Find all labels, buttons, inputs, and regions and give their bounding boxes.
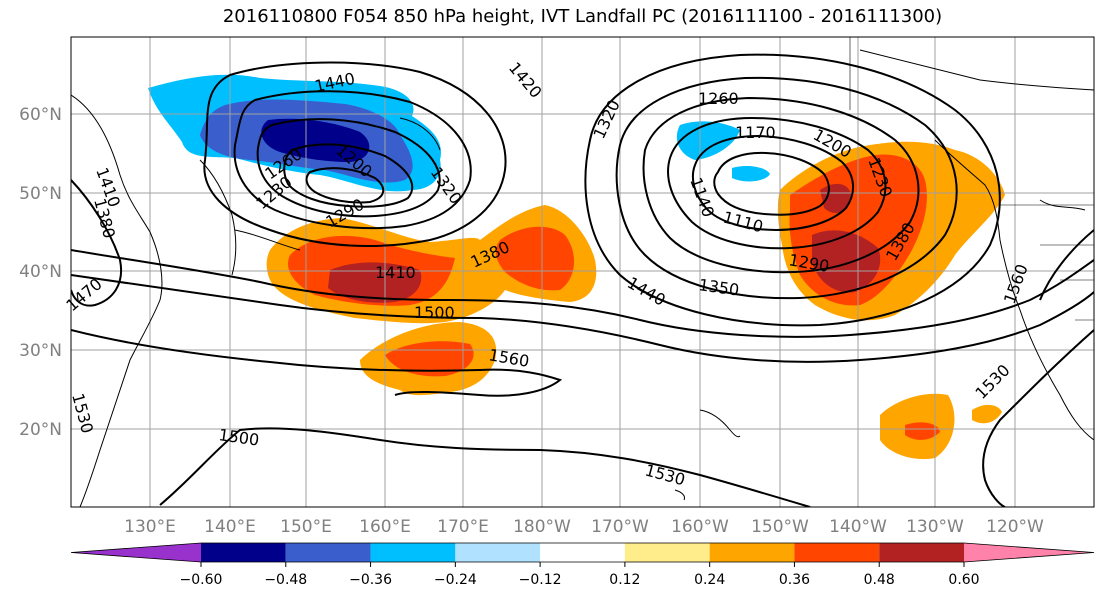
lat-label: 30°N — [19, 341, 62, 361]
contour-label: 1170 — [735, 123, 776, 142]
colorbar-cell — [285, 543, 371, 562]
contour-label: 1500 — [414, 303, 455, 322]
political-borders — [849, 37, 1094, 321]
latitude-labels: 60°N 50°N 40°N 30°N 20°N — [19, 105, 62, 440]
lon-label: 130°W — [906, 517, 964, 537]
figure-title: 2016110800 F054 850 hPa height, IVT Land… — [222, 6, 943, 27]
lat-label: 20°N — [19, 420, 62, 440]
ivt-pos-region-13 — [972, 404, 1002, 424]
colorbar-cell — [794, 543, 880, 562]
map-frame — [70, 36, 1095, 508]
colorbar-ticks: −0.60 −0.48 −0.36 −0.24 −0.12 0.12 0.24 0.36 0.4… — [180, 562, 980, 588]
ivt-neg-region-5 — [732, 166, 770, 182]
colorbar-cell — [879, 543, 964, 562]
colorbar-extend-low — [71, 543, 201, 562]
ivt-neg-region-3 — [261, 118, 370, 162]
lat-label: 60°N — [19, 105, 62, 125]
lat-label: 50°N — [19, 184, 62, 204]
lat-label: 40°N — [19, 262, 62, 282]
lon-label: 140°E — [204, 517, 256, 537]
colorbar-tick-label: −0.48 — [264, 572, 307, 588]
lon-label: 170°W — [591, 517, 649, 537]
coastlines — [71, 49, 1094, 507]
colorbar-cell — [709, 543, 795, 562]
colorbar-tick-label: 0.24 — [694, 572, 725, 588]
colorbar-cell — [540, 543, 625, 562]
colorbar-tick-label: −0.36 — [349, 572, 392, 588]
colorbar-tick-label: −0.60 — [180, 572, 223, 588]
lon-label: 120°W — [986, 517, 1044, 537]
ivt-pos-region-4 — [328, 262, 422, 303]
ivt-pos-region-3 — [495, 226, 575, 291]
colorbar-tick-label: −0.24 — [434, 572, 477, 588]
colorbar-tick-label: −0.12 — [519, 572, 562, 588]
colorbar-cells — [70, 542, 1095, 563]
lon-label: 180°W — [513, 517, 571, 537]
ivt-pos-region-12 — [905, 422, 940, 440]
colorbar-tick-label: 0.48 — [864, 572, 895, 588]
lon-label: 170°E — [437, 517, 489, 537]
graticule — [71, 37, 1094, 507]
lon-label: 140°W — [829, 517, 887, 537]
colorbar-tick-label: 0.36 — [779, 572, 810, 588]
lon-label: 130°E — [124, 517, 176, 537]
longitude-labels: 130°E 140°E 150°E 160°E 170°E 180°W 170°… — [124, 517, 1044, 537]
height-contours — [71, 53, 1094, 507]
ivt-pos-region-9 — [812, 230, 881, 293]
contour-label: 1410 — [375, 263, 416, 282]
colorbar: −0.60 −0.48 −0.36 −0.24 −0.12 0.12 0.24 0.36 0.4… — [70, 542, 1095, 588]
contour-label: 1260 — [698, 89, 739, 108]
lon-label: 150°E — [280, 517, 332, 537]
colorbar-extend-high — [964, 543, 1094, 562]
colorbar-cell — [624, 543, 710, 562]
colorbar-cell — [201, 543, 286, 562]
colorbar-tick-label: 0.60 — [948, 572, 979, 588]
colorbar-cell — [370, 543, 456, 562]
lon-label: 160°E — [359, 517, 411, 537]
lon-label: 160°W — [671, 517, 729, 537]
colorbar-cell — [455, 543, 541, 562]
colorbar-tick-label: 0.12 — [609, 572, 640, 588]
lon-label: 150°W — [751, 517, 809, 537]
